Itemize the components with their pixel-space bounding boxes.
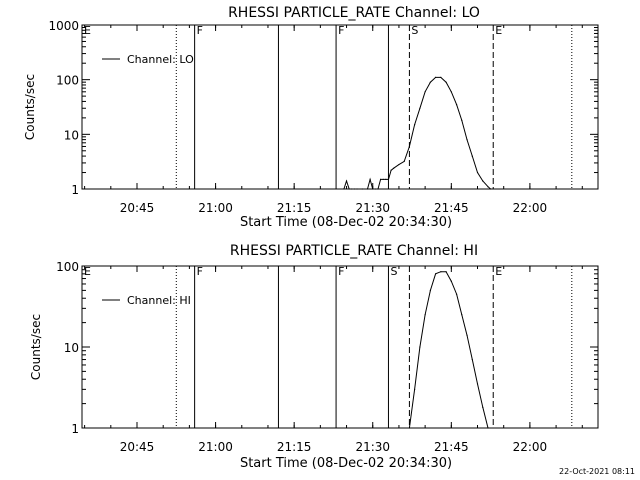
chart-title: RHESSI PARTICLE_RATE Channel: HI bbox=[230, 243, 478, 259]
event-marker-label: S bbox=[411, 24, 418, 37]
series-point bbox=[419, 346, 421, 348]
series-point bbox=[440, 271, 442, 273]
chart-panel-2: RHESSI PARTICLE_RATE Channel: HI E F F S E 20:… bbox=[29, 243, 599, 471]
x-tick-label: 21:45 bbox=[434, 201, 469, 215]
series-point bbox=[366, 188, 369, 190]
series-point bbox=[379, 178, 382, 180]
y-tick-label: 10 bbox=[64, 341, 79, 355]
event-marker-label: F bbox=[338, 24, 344, 37]
series-point bbox=[476, 383, 479, 385]
y-tick-label: 100 bbox=[56, 74, 79, 88]
chart-panel-1: RHESSI PARTICLE_RATE Channel: LO E F F S E 20:… bbox=[23, 5, 599, 230]
series-point bbox=[429, 81, 431, 83]
legend-label: Channel: LO bbox=[127, 53, 194, 66]
x-tick-label: 20:45 bbox=[120, 440, 155, 454]
series-point bbox=[424, 314, 426, 316]
series-line-1 bbox=[343, 76, 491, 190]
series-point bbox=[445, 81, 447, 83]
series-point bbox=[471, 155, 473, 157]
series-point bbox=[414, 124, 416, 126]
series-point bbox=[382, 178, 384, 180]
series-point bbox=[435, 273, 437, 275]
series-point bbox=[487, 186, 489, 188]
series-point bbox=[387, 178, 390, 180]
series-point bbox=[482, 180, 484, 182]
series-point bbox=[414, 388, 416, 390]
y-tick-label: 1 bbox=[71, 422, 79, 436]
series-point bbox=[455, 103, 458, 106]
series-point bbox=[476, 171, 479, 174]
series-point bbox=[345, 180, 348, 182]
series-point bbox=[351, 188, 353, 190]
series-point bbox=[408, 427, 411, 429]
event-marker-label: E bbox=[495, 265, 502, 278]
event-marker-label: F bbox=[197, 265, 203, 278]
plot-frame bbox=[81, 265, 599, 429]
series-point bbox=[403, 160, 405, 162]
series-point bbox=[440, 76, 442, 79]
y-tick-label: 1 bbox=[71, 183, 79, 197]
event-marker-label: E bbox=[495, 24, 502, 37]
series-point bbox=[385, 178, 387, 180]
series-point bbox=[466, 139, 468, 141]
series-point bbox=[408, 145, 411, 148]
series-point bbox=[429, 289, 431, 291]
event-marker-label: F bbox=[197, 24, 203, 37]
series-point bbox=[461, 119, 463, 121]
y-tick-label: 10 bbox=[64, 128, 79, 142]
series-point bbox=[348, 188, 350, 190]
series-point bbox=[471, 358, 473, 361]
x-tick-label: 21:00 bbox=[198, 201, 233, 215]
timestamp-label: 22-Oct-2021 08:11 bbox=[559, 467, 635, 476]
series-point bbox=[374, 188, 376, 190]
x-axis-label: Start Time (08-Dec-02 20:34:30) bbox=[240, 215, 452, 230]
series-point bbox=[390, 169, 392, 171]
series-point bbox=[450, 280, 452, 282]
y-axis-label: Counts/sec bbox=[23, 74, 37, 140]
series-point bbox=[424, 91, 426, 93]
plot-frame bbox=[81, 24, 599, 190]
x-tick-label: 21:30 bbox=[355, 201, 390, 215]
event-marker-label: E bbox=[84, 265, 91, 278]
series-point bbox=[466, 334, 468, 336]
event-marker-label: F bbox=[338, 265, 344, 278]
series-point bbox=[353, 188, 356, 190]
y-tick-label: 1000 bbox=[48, 19, 79, 33]
x-tick-label: 21:30 bbox=[355, 440, 390, 454]
legend-label: Channel: HI bbox=[127, 294, 191, 307]
x-tick-label: 21:15 bbox=[277, 440, 312, 454]
series-point bbox=[398, 163, 400, 166]
series-point bbox=[435, 76, 437, 79]
series-point bbox=[455, 293, 458, 295]
series-point bbox=[356, 188, 358, 190]
series-point bbox=[393, 167, 395, 169]
event-marker-label: E bbox=[84, 24, 91, 37]
event-marker-label: S bbox=[390, 265, 397, 278]
series-point bbox=[343, 188, 345, 190]
x-tick-label: 21:45 bbox=[434, 440, 469, 454]
series-point bbox=[361, 188, 363, 190]
series-point bbox=[490, 188, 492, 190]
x-tick-label: 21:15 bbox=[277, 201, 312, 215]
series-line-1 bbox=[408, 271, 489, 429]
series-point bbox=[482, 406, 484, 408]
x-axis-label: Start Time (08-Dec-02 20:34:30) bbox=[240, 456, 452, 471]
series-point bbox=[369, 178, 371, 180]
y-axis-label: Counts/sec bbox=[29, 314, 43, 380]
series-point bbox=[487, 427, 489, 429]
series-point bbox=[450, 91, 452, 93]
series-point bbox=[419, 107, 421, 109]
x-tick-label: 20:45 bbox=[120, 201, 155, 215]
x-tick-label: 21:00 bbox=[198, 440, 233, 454]
y-tick-label: 100 bbox=[56, 260, 79, 274]
x-tick-label: 22:00 bbox=[513, 201, 548, 215]
series-point bbox=[461, 314, 463, 316]
series-point bbox=[445, 271, 447, 273]
chart-title: RHESSI PARTICLE_RATE Channel: LO bbox=[228, 5, 480, 21]
x-tick-label: 22:00 bbox=[513, 440, 548, 454]
series-point bbox=[372, 188, 374, 190]
series-point bbox=[377, 188, 379, 190]
